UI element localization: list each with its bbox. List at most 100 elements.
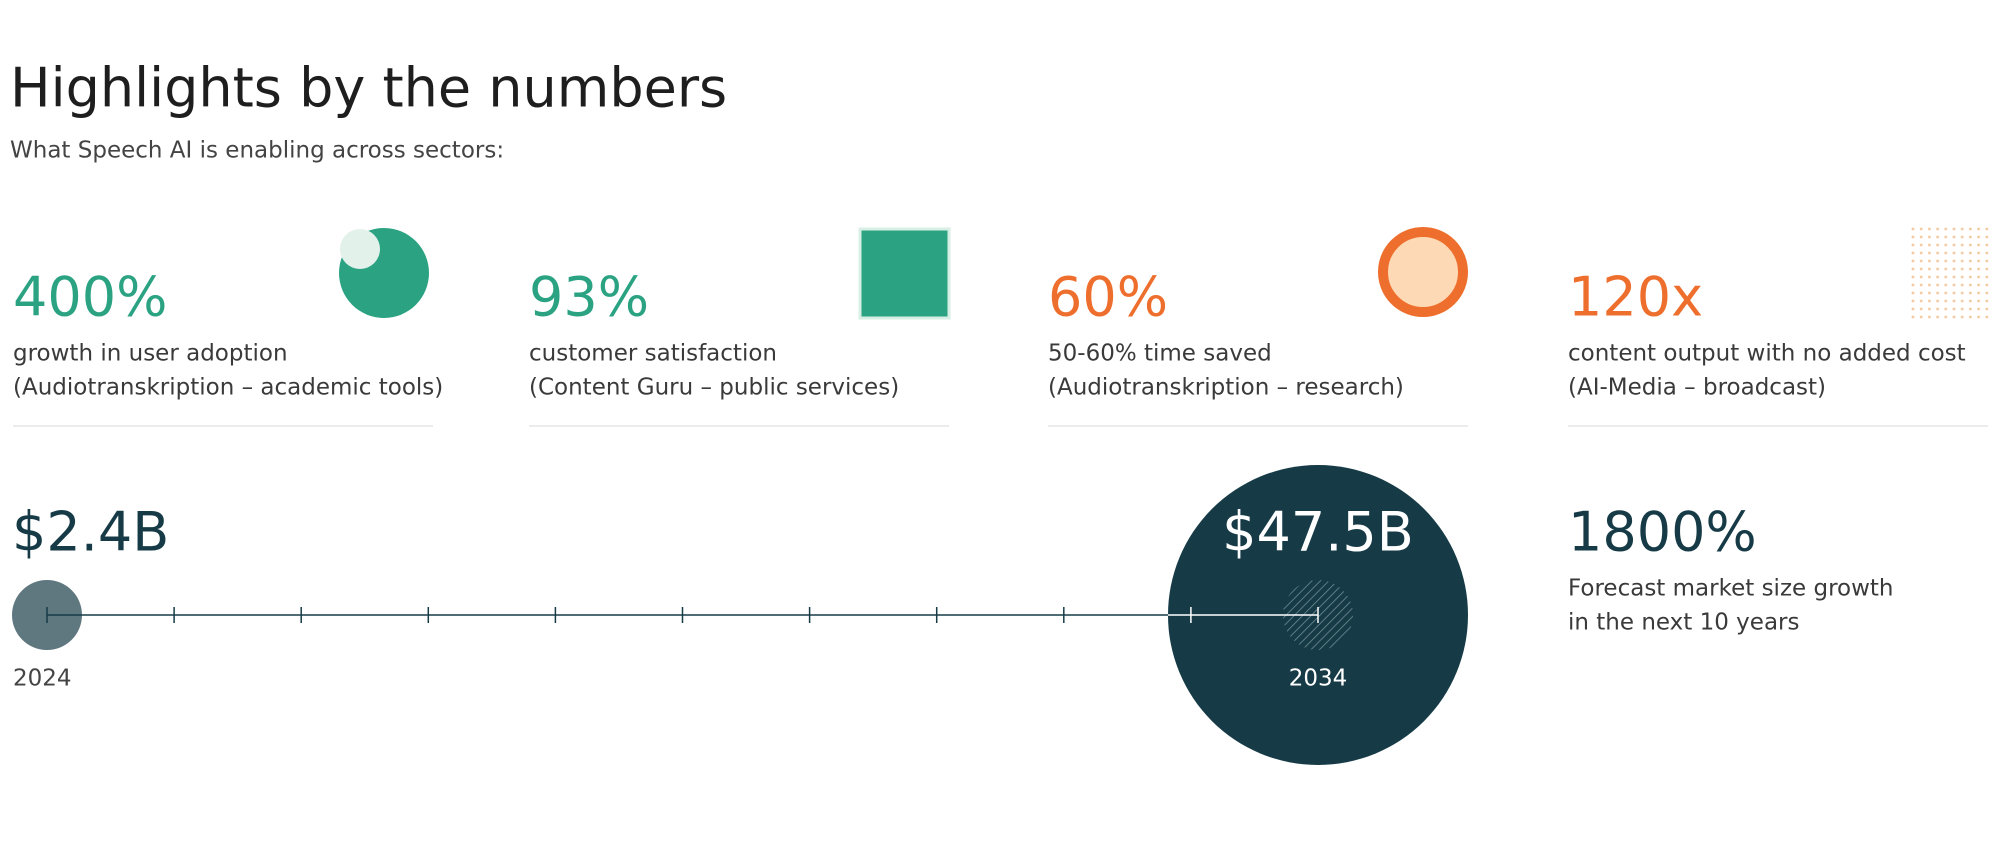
dot — [1936, 235, 1939, 239]
dot — [1911, 291, 1915, 295]
dot — [1936, 267, 1939, 271]
dot — [1985, 315, 1989, 319]
dot — [1911, 267, 1915, 271]
dot — [1928, 235, 1931, 239]
dot — [1969, 307, 1972, 311]
dot — [1911, 299, 1915, 303]
dot — [1919, 275, 1923, 279]
stat-text: (Audiotranskription – research) — [1048, 375, 1404, 401]
icon-dot — [340, 229, 380, 269]
dot — [1919, 291, 1923, 295]
dot — [1952, 251, 1956, 255]
dot — [1936, 291, 1939, 295]
dot — [1944, 259, 1948, 263]
dot — [1960, 291, 1964, 295]
dot — [1928, 291, 1931, 295]
start-year: 2024 — [13, 666, 72, 692]
dot — [1919, 251, 1923, 255]
dot — [1960, 243, 1964, 247]
dot — [1969, 275, 1972, 279]
dot — [1936, 259, 1939, 263]
dot — [1928, 315, 1931, 319]
stat-text: 50-60% time saved — [1048, 341, 1272, 367]
dot — [1928, 307, 1931, 311]
dot — [1944, 307, 1948, 311]
dot — [1928, 275, 1931, 279]
dot — [1985, 283, 1989, 287]
dot — [1911, 307, 1915, 311]
dot — [1928, 251, 1931, 255]
dot — [1944, 283, 1948, 287]
dot — [1936, 307, 1939, 311]
dot — [1944, 235, 1948, 239]
dot — [1960, 275, 1964, 279]
dot — [1936, 251, 1939, 255]
dot — [1928, 267, 1931, 271]
dot — [1985, 275, 1989, 279]
dot — [1977, 307, 1980, 311]
dot — [1928, 299, 1931, 303]
stat-value: 93% — [529, 266, 649, 329]
dot — [1960, 259, 1964, 263]
dot — [1985, 299, 1989, 303]
dot — [1969, 291, 1972, 295]
dot — [1911, 227, 1915, 231]
dot — [1919, 227, 1923, 231]
dot — [1919, 259, 1923, 263]
dot — [1960, 227, 1964, 231]
dot — [1919, 315, 1923, 319]
dot — [1977, 291, 1980, 295]
dot — [1928, 243, 1931, 247]
dot — [1944, 267, 1948, 271]
dot — [1985, 227, 1989, 231]
dot — [1969, 259, 1972, 263]
dot — [1952, 291, 1956, 295]
growth-text: in the next 10 years — [1568, 610, 1799, 636]
dot — [1985, 291, 1989, 295]
dot — [1969, 243, 1972, 247]
dot — [1969, 299, 1972, 303]
dot — [1977, 235, 1980, 239]
dot — [1977, 299, 1980, 303]
dot — [1969, 235, 1972, 239]
dot — [1960, 235, 1964, 239]
dot — [1919, 283, 1923, 287]
dot — [1919, 307, 1923, 311]
dot — [1928, 283, 1931, 287]
dot — [1944, 251, 1948, 255]
dot — [1977, 315, 1980, 319]
dot — [1952, 299, 1956, 303]
dot — [1911, 235, 1915, 239]
dot — [1985, 307, 1989, 311]
dot — [1928, 227, 1931, 231]
end-year: 2034 — [1289, 666, 1348, 692]
dot — [1952, 267, 1956, 271]
dot — [1944, 227, 1948, 231]
dot — [1919, 235, 1923, 239]
dot — [1977, 275, 1980, 279]
dot — [1944, 243, 1948, 247]
dot — [1911, 275, 1915, 279]
dot — [1919, 299, 1923, 303]
dot — [1977, 283, 1980, 287]
dot — [1952, 307, 1956, 311]
dot — [1936, 275, 1939, 279]
stat-text: (AI-Media – broadcast) — [1568, 375, 1826, 401]
stat-text: (Content Guru – public services) — [529, 375, 899, 401]
dot — [1985, 259, 1989, 263]
dot — [1952, 315, 1956, 319]
dot — [1977, 267, 1980, 271]
icon-dots — [1911, 227, 1989, 319]
stat-value: 120x — [1568, 266, 1703, 329]
dot — [1977, 243, 1980, 247]
dot — [1919, 243, 1923, 247]
end-value: $47.5B — [1222, 501, 1414, 564]
dot — [1969, 227, 1972, 231]
dot — [1911, 283, 1915, 287]
dot — [1952, 235, 1956, 239]
dot — [1944, 275, 1948, 279]
dot — [1960, 283, 1964, 287]
dot — [1960, 299, 1964, 303]
dot — [1969, 251, 1972, 255]
dot — [1977, 251, 1980, 255]
